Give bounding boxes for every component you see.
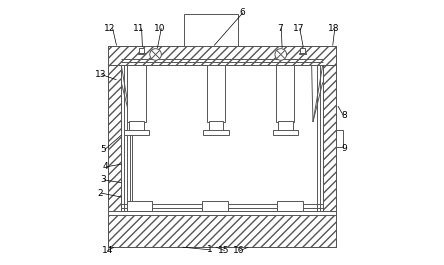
Text: 2: 2: [97, 189, 103, 198]
Bar: [273, 130, 298, 135]
Bar: [139, 48, 144, 54]
Bar: [278, 121, 293, 131]
Text: 3: 3: [100, 175, 106, 184]
Text: 13: 13: [95, 70, 106, 79]
Text: 8: 8: [342, 111, 348, 120]
Text: 11: 11: [133, 24, 145, 33]
Bar: [184, 14, 238, 46]
Bar: [139, 53, 145, 54]
Bar: [108, 46, 336, 65]
Bar: [323, 65, 336, 211]
Bar: [203, 130, 229, 135]
Bar: [300, 48, 305, 54]
Text: 4: 4: [103, 162, 108, 171]
Text: 14: 14: [102, 246, 113, 255]
Circle shape: [275, 49, 286, 60]
Bar: [336, 130, 343, 147]
Bar: [108, 65, 121, 211]
Bar: [299, 53, 305, 54]
Bar: [129, 121, 144, 131]
Bar: [207, 65, 225, 122]
Text: 10: 10: [155, 24, 166, 33]
Circle shape: [150, 49, 161, 60]
Bar: [202, 201, 227, 211]
Text: 16: 16: [234, 246, 245, 255]
Bar: [278, 201, 303, 211]
Bar: [127, 65, 146, 122]
Text: 17: 17: [293, 24, 304, 33]
Text: 6: 6: [239, 8, 245, 17]
Text: 9: 9: [342, 144, 348, 153]
Bar: [108, 211, 336, 215]
Text: 18: 18: [328, 24, 340, 33]
Text: 7: 7: [277, 24, 283, 33]
Bar: [276, 65, 294, 122]
Text: 5: 5: [100, 145, 106, 154]
Bar: [209, 121, 223, 131]
Bar: [124, 130, 149, 135]
Text: 12: 12: [104, 24, 115, 33]
Bar: [108, 213, 336, 247]
Text: 15: 15: [218, 246, 229, 255]
Text: 1: 1: [207, 245, 213, 254]
Bar: [127, 201, 152, 211]
